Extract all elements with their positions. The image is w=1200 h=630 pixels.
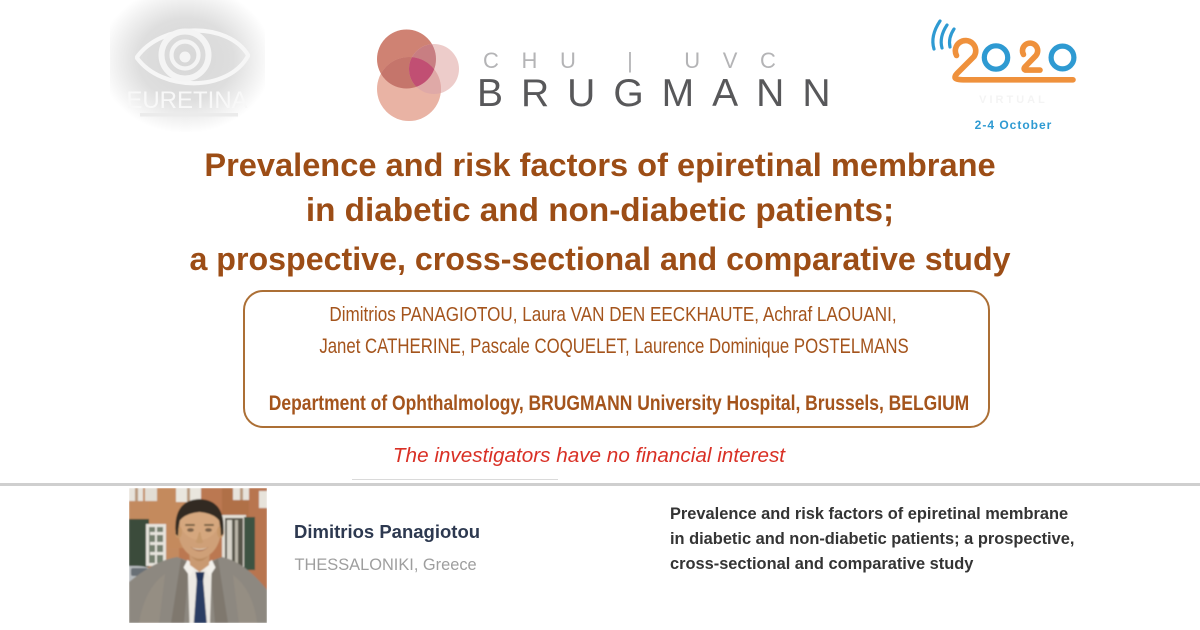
svg-text:VIRTUAL: VIRTUAL bbox=[979, 94, 1048, 106]
svg-text:EURETINA: EURETINA bbox=[126, 87, 247, 114]
svg-text:2-4 October: 2-4 October bbox=[975, 118, 1053, 132]
